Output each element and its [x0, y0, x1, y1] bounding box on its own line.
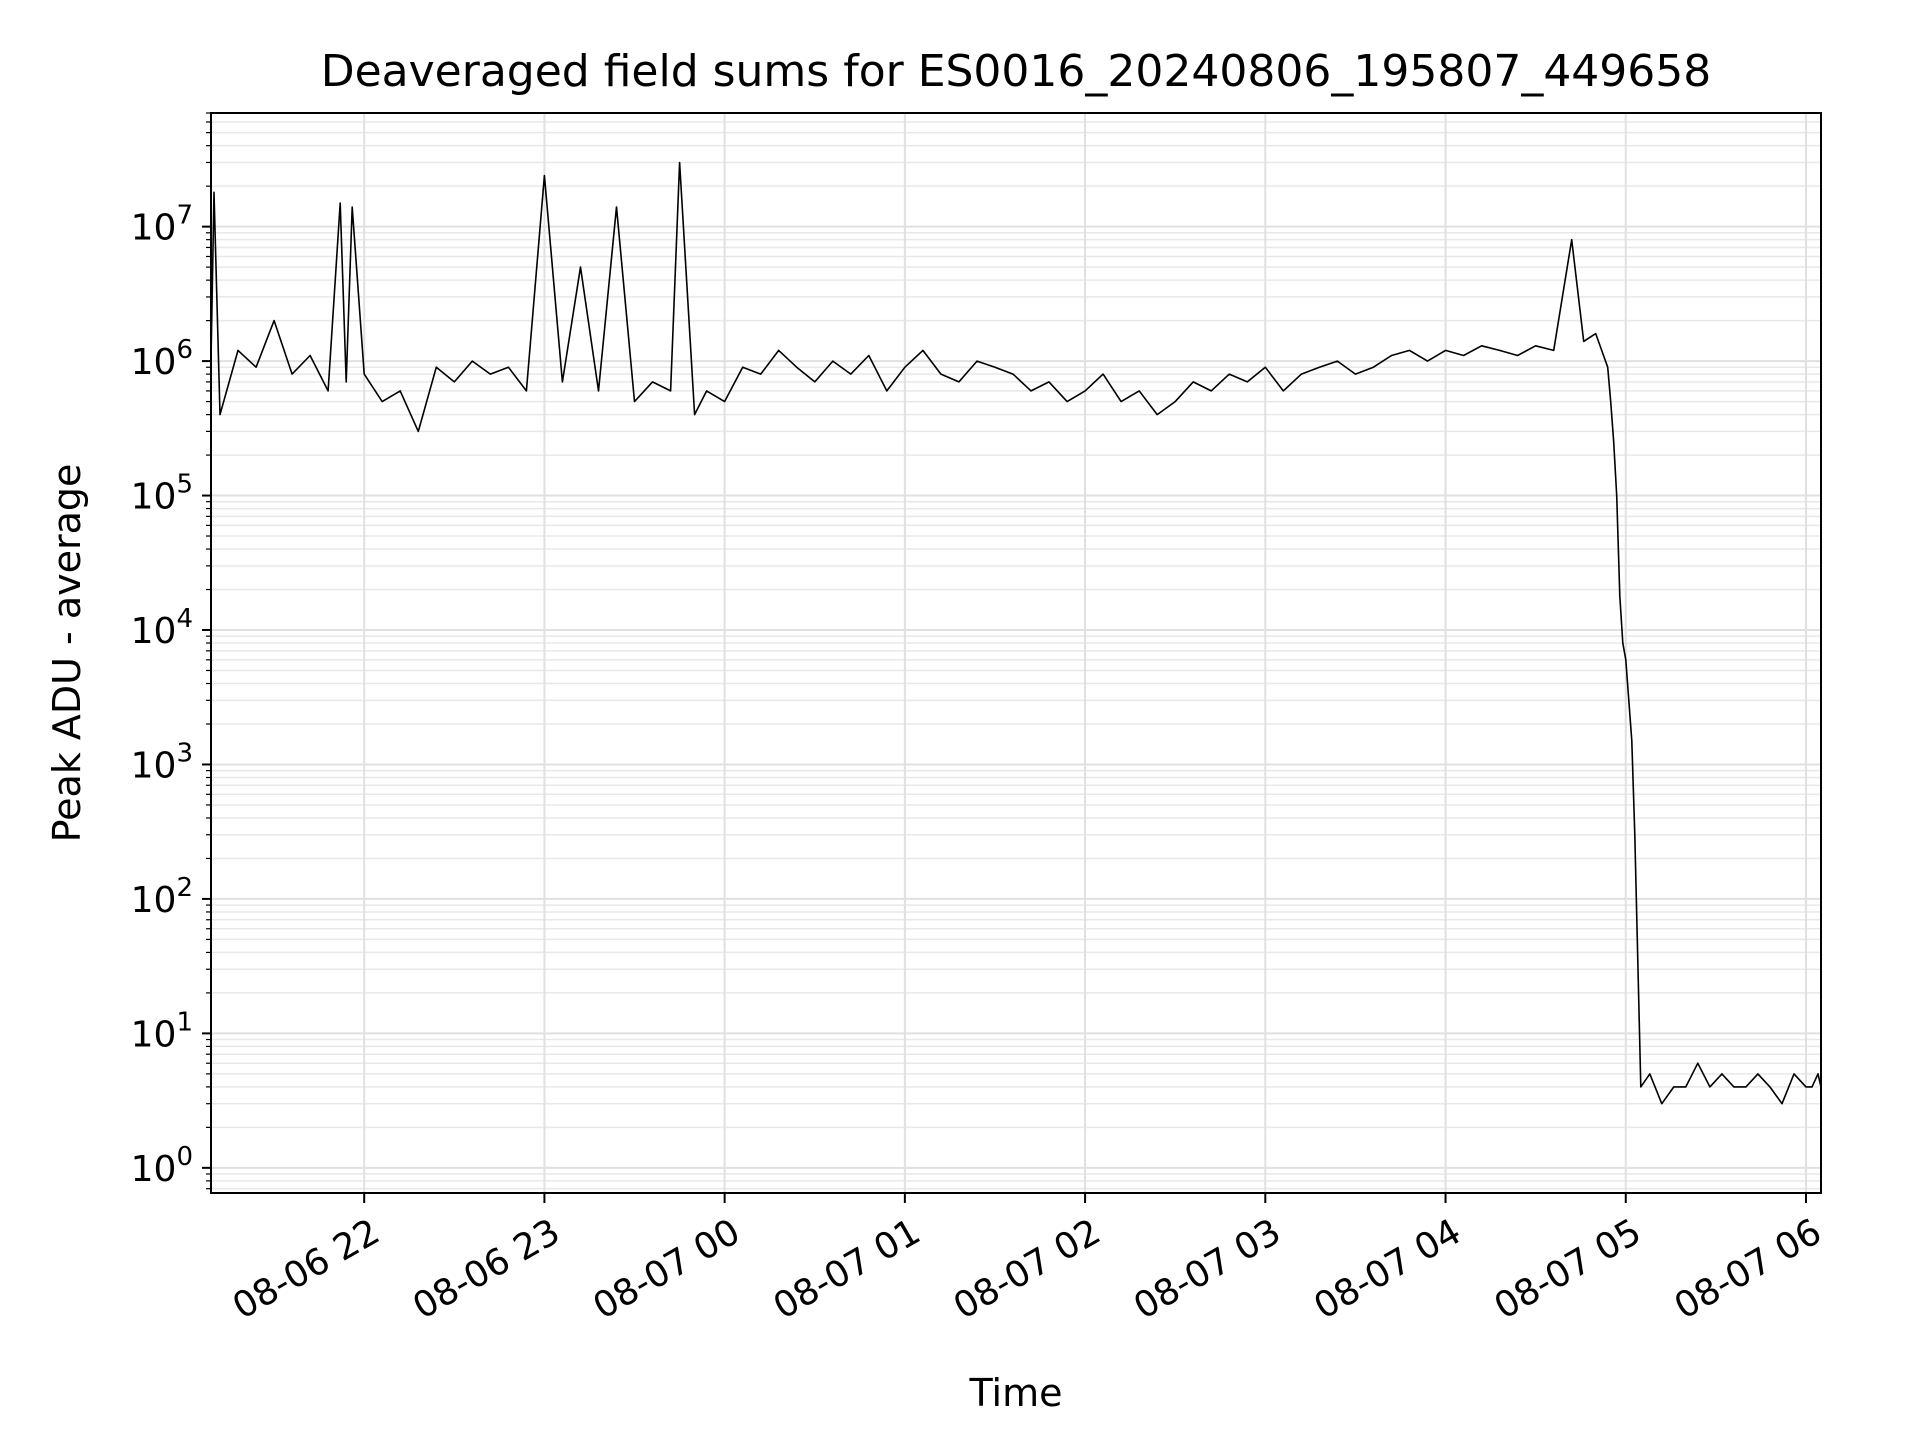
chart-title: Deaveraged field sums for ES0016_2024080… — [321, 46, 1712, 97]
y-tick-base: 10 — [131, 880, 177, 921]
x-axis-label: Time — [969, 1371, 1063, 1415]
y-tick-exponent: 4 — [176, 604, 193, 634]
y-tick-base: 10 — [131, 745, 177, 786]
y-axis-label: Peak ADU - average — [45, 464, 89, 843]
y-tick-base: 10 — [131, 611, 177, 652]
y-tick-label: 102 — [131, 873, 193, 921]
y-tick-label: 104 — [131, 604, 193, 652]
series-layer — [210, 161, 1822, 1105]
y-tick-base: 10 — [131, 342, 177, 383]
plot-frame — [210, 112, 1822, 1194]
series-line-0 — [210, 161, 1822, 1105]
y-tick-label: 103 — [131, 738, 193, 786]
y-tick-label: 101 — [131, 1007, 193, 1055]
grid-lines — [211, 112, 1821, 1193]
y-tick-base: 10 — [131, 477, 177, 518]
y-tick-base: 10 — [131, 1149, 177, 1190]
y-tick-label: 100 — [131, 1142, 193, 1190]
y-tick-exponent: 5 — [176, 470, 193, 500]
y-tick-exponent: 7 — [176, 201, 193, 231]
y-tick-exponent: 1 — [176, 1007, 193, 1037]
axis-ticks — [202, 112, 1807, 1203]
y-tick-label: 105 — [131, 470, 193, 518]
y-tick-exponent: 2 — [176, 873, 193, 903]
y-tick-base: 10 — [131, 208, 177, 249]
y-tick-label: 107 — [131, 201, 193, 249]
y-tick-base: 10 — [131, 1014, 177, 1055]
y-tick-exponent: 6 — [176, 335, 193, 365]
y-tick-label: 106 — [131, 335, 193, 383]
y-tick-exponent: 0 — [176, 1142, 193, 1172]
y-tick-exponent: 3 — [176, 738, 193, 768]
